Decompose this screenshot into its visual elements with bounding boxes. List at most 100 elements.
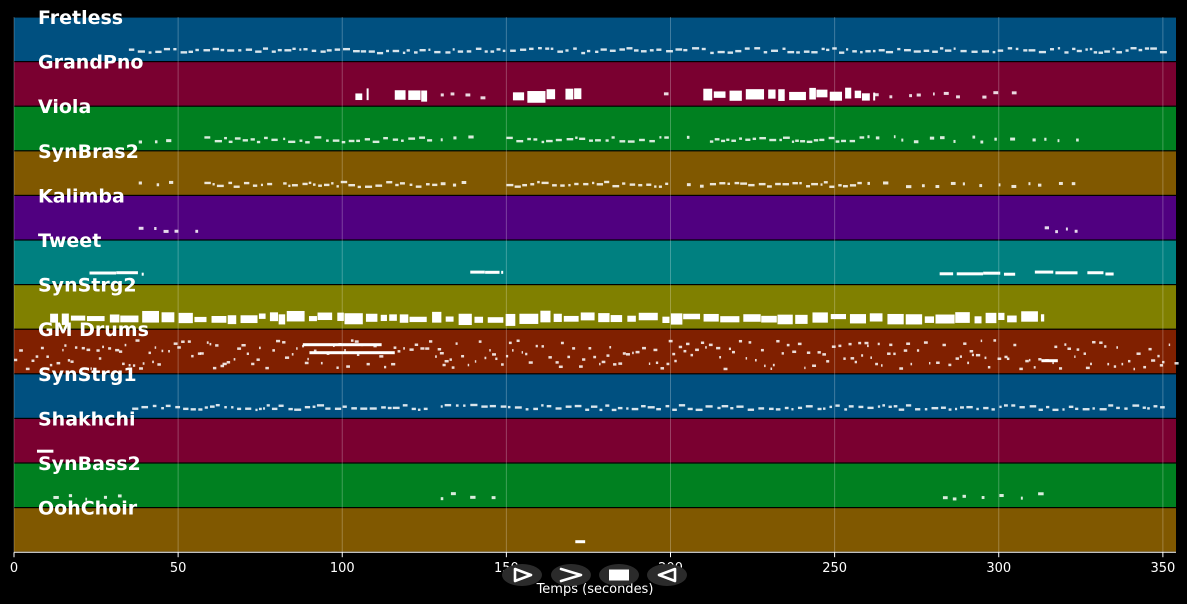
note [288, 184, 291, 188]
note [948, 408, 952, 411]
note [357, 185, 361, 189]
note [845, 87, 852, 99]
note [703, 88, 713, 101]
note [142, 310, 160, 323]
note [138, 140, 143, 144]
note [271, 138, 278, 142]
note [375, 184, 383, 187]
note [365, 185, 373, 188]
note [421, 90, 428, 102]
drum-hit [313, 349, 317, 353]
note [940, 406, 946, 409]
note [695, 408, 703, 412]
drum-hit [822, 353, 826, 356]
note [116, 271, 138, 275]
note [974, 316, 982, 324]
drum-hit [237, 347, 242, 350]
note [245, 407, 252, 410]
note [686, 183, 691, 187]
drum-hit [850, 357, 855, 360]
note [932, 50, 938, 53]
note [656, 407, 661, 411]
note [453, 136, 457, 140]
drum-hit [826, 360, 830, 363]
note [734, 181, 740, 185]
note [574, 182, 579, 186]
drum-hit [916, 349, 920, 352]
note [775, 408, 781, 411]
drum-hit [259, 346, 261, 350]
note [440, 405, 443, 408]
note [427, 139, 433, 142]
drum-hit [560, 341, 564, 345]
drum-hit [1074, 355, 1076, 358]
drum-hit [719, 355, 722, 359]
drum-hit [848, 342, 852, 346]
note [283, 137, 286, 141]
note [434, 50, 441, 54]
drum-hit [284, 356, 290, 359]
note [1037, 183, 1042, 187]
note [238, 49, 242, 52]
drum-hit [451, 366, 455, 369]
play-button[interactable] [502, 564, 542, 586]
note [409, 316, 427, 323]
note [806, 185, 811, 188]
drum-hit [98, 357, 102, 360]
note [670, 313, 683, 325]
note [590, 405, 598, 408]
note [585, 408, 590, 411]
drum-hit [980, 339, 983, 343]
stop-icon [609, 569, 629, 581]
fast-forward-button[interactable] [551, 564, 591, 586]
drum-hit [632, 351, 634, 355]
note [841, 139, 847, 143]
note [356, 139, 361, 143]
note [976, 407, 979, 411]
note [649, 139, 655, 143]
drum-hit [449, 358, 452, 361]
note [942, 496, 948, 500]
note [924, 316, 935, 323]
note [138, 181, 142, 185]
stop-button[interactable] [599, 564, 639, 586]
note [878, 49, 885, 52]
drum-hit [613, 363, 617, 366]
note [971, 50, 978, 53]
drum-hit [955, 357, 959, 360]
note [813, 139, 819, 142]
note [1089, 47, 1093, 51]
drum-hit [648, 362, 651, 365]
note [445, 316, 454, 322]
track-label: SynBass2 [38, 453, 141, 475]
drum-hit [505, 354, 509, 358]
drum-hit [723, 367, 728, 371]
note [68, 494, 73, 498]
note [985, 312, 997, 324]
drum-hit [521, 351, 524, 354]
note [286, 310, 305, 322]
rewind-button[interactable] [647, 564, 687, 586]
note [432, 183, 438, 187]
drum-hit [154, 346, 157, 349]
note [36, 449, 54, 453]
note [470, 403, 478, 407]
note [128, 48, 135, 51]
drum-hit [1004, 355, 1008, 359]
note [595, 139, 601, 142]
drum-hit [191, 354, 194, 358]
note [589, 139, 593, 142]
drum-hit [558, 365, 563, 369]
drum-hit [56, 361, 61, 365]
fast-forward-icon [559, 567, 583, 583]
drum-hit [971, 353, 974, 357]
note [555, 407, 562, 410]
drum-hit [366, 362, 370, 366]
drum-hit [582, 358, 586, 361]
note [519, 313, 539, 324]
note [178, 312, 193, 324]
note [383, 136, 388, 140]
note [263, 407, 266, 410]
drum-hit [428, 340, 433, 343]
note [530, 183, 535, 186]
